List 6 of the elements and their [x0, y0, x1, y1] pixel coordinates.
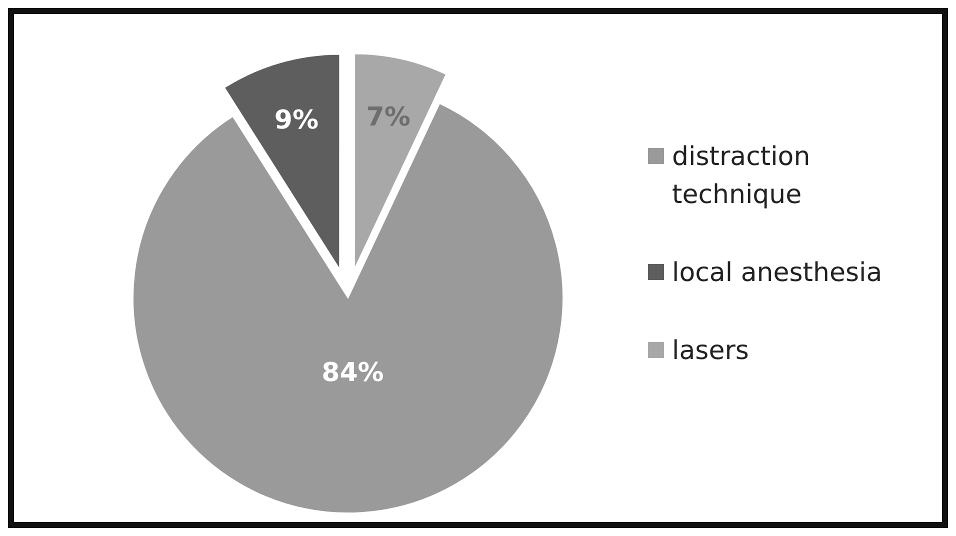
- legend-label: local anesthesia: [672, 258, 882, 288]
- legend-label: distraction technique: [672, 142, 810, 210]
- data-label: 84%: [322, 358, 384, 388]
- data-label: 9%: [274, 106, 319, 136]
- legend-label: lasers: [672, 336, 749, 366]
- data-label: 7%: [366, 102, 410, 133]
